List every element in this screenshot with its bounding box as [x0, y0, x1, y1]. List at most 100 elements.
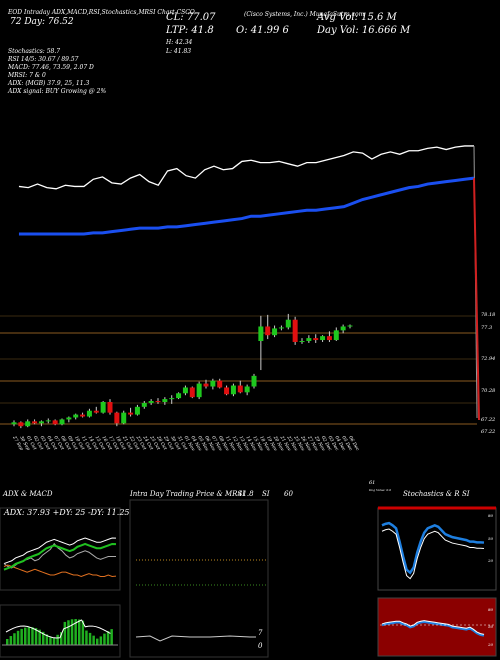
candle-body: [299, 341, 305, 343]
stochastics-line: [381, 521, 485, 575]
candle-body: [258, 326, 264, 342]
macd-bar: [34, 628, 38, 645]
macd-bar: [92, 635, 95, 645]
price-label: 77.3: [481, 325, 492, 331]
candle: [107, 399, 113, 415]
macd-bar: [42, 631, 45, 645]
candle: [203, 379, 209, 389]
candle-body: [224, 387, 230, 395]
white-line-path: [18, 145, 474, 190]
candle: [272, 325, 278, 338]
price-label: 67.22: [481, 417, 495, 423]
adx-series-0: [3, 537, 117, 565]
rsi-tick-80: 80: [488, 607, 494, 612]
candle: [169, 395, 175, 404]
candle-body: [121, 412, 127, 424]
candle-body: [189, 387, 195, 398]
candle: [340, 324, 346, 334]
adx-series-2: [3, 564, 117, 577]
rsi-tick-50: 50: [488, 624, 494, 629]
candle: [25, 419, 31, 428]
price-label: 67.22: [481, 429, 495, 435]
candle-body: [217, 380, 223, 388]
indicator-adx-signal: ADX signal: BUY Growing @ 2%: [8, 88, 107, 95]
corner-sub-label: Dog Value: 0.0: [368, 488, 391, 492]
candle-body: [251, 375, 257, 387]
stoch-si: SI: [462, 490, 470, 498]
macd-bar: [16, 630, 20, 645]
candle-body: [203, 383, 209, 387]
candle-body: [59, 419, 65, 425]
stat-day-vol: Day Vol: 16.666 M: [317, 25, 411, 36]
macd-panel-frame: [0, 604, 121, 658]
candle: [313, 334, 319, 343]
candle: [134, 404, 140, 416]
macd-bar: [99, 636, 103, 645]
candle: [176, 392, 182, 400]
candle-body: [114, 412, 120, 424]
macd-bar: [81, 620, 85, 645]
candle-body: [73, 414, 79, 418]
rsi-lines: [380, 620, 494, 637]
adx-readout: ADX: 37.93 +DY: 25 -DY: 11.25: [3, 508, 130, 517]
price-label: 70.28: [481, 388, 495, 394]
candle-body: [128, 412, 134, 415]
candle: [224, 385, 230, 396]
candle: [230, 383, 236, 397]
stoch-panel-title: Stochastics & R: [403, 490, 460, 498]
rsi-signal-line: [381, 620, 485, 635]
candle: [52, 419, 58, 426]
candle: [182, 385, 188, 396]
adx-green-line: [3, 542, 117, 571]
candle-body: [210, 380, 216, 387]
moving-average-line: [18, 176, 480, 421]
candle-body: [244, 386, 250, 393]
candle-body: [347, 325, 353, 327]
candle-body: [237, 385, 243, 393]
candle: [196, 381, 202, 400]
macd-bar: [67, 620, 70, 645]
candle: [66, 416, 72, 423]
macd-bar: [24, 627, 27, 645]
candle-body: [38, 421, 44, 424]
stochastics-lines: [381, 521, 485, 580]
price-axis-labels: 78.18 77.3 72.94 70.28 67.22 67.22: [481, 312, 495, 435]
candle: [210, 378, 216, 390]
adx-panel-frame: [0, 507, 121, 591]
candle-body: [32, 421, 38, 424]
candle-body: [18, 422, 24, 427]
macd-bar: [9, 636, 13, 645]
candle-body: [169, 398, 175, 400]
macd-bar: [31, 627, 34, 645]
stat-open: O: 41.99 6: [236, 25, 289, 36]
chart-header-company: (Cisco Systems, Inc.) MunafaSutra.com: [244, 11, 365, 18]
indicator-mrsi: MRSI: 7 & 0: [8, 72, 46, 79]
candle-body: [176, 393, 182, 399]
candle: [285, 313, 291, 330]
candle: [11, 420, 17, 427]
candle-body: [100, 401, 106, 413]
candle-body: [320, 336, 326, 341]
candle-body: [230, 385, 236, 395]
candle-body: [306, 338, 312, 342]
candle: [217, 378, 223, 389]
stoch-tick-80: 80: [488, 513, 494, 518]
candle: [278, 325, 284, 331]
intraday-panel-frame: [129, 499, 269, 658]
macd-line: [5, 619, 111, 639]
macd-bar: [20, 628, 23, 645]
candle: [299, 338, 305, 344]
stoch-panel-frame: [377, 507, 497, 591]
indicator-stochastics: Stochastics: 58.7: [8, 48, 61, 55]
candle-body: [292, 319, 298, 342]
candle-body: [285, 319, 291, 328]
indicator-macd: MACD: 77.46, 73.59, 2.07 D: [8, 64, 94, 71]
corner-label: 61: [369, 480, 375, 486]
macd-bar: [88, 632, 92, 645]
stochastics-signal-line: [381, 528, 485, 580]
candlesticks: [11, 313, 353, 429]
candle-body: [265, 326, 271, 336]
candle: [45, 418, 51, 424]
